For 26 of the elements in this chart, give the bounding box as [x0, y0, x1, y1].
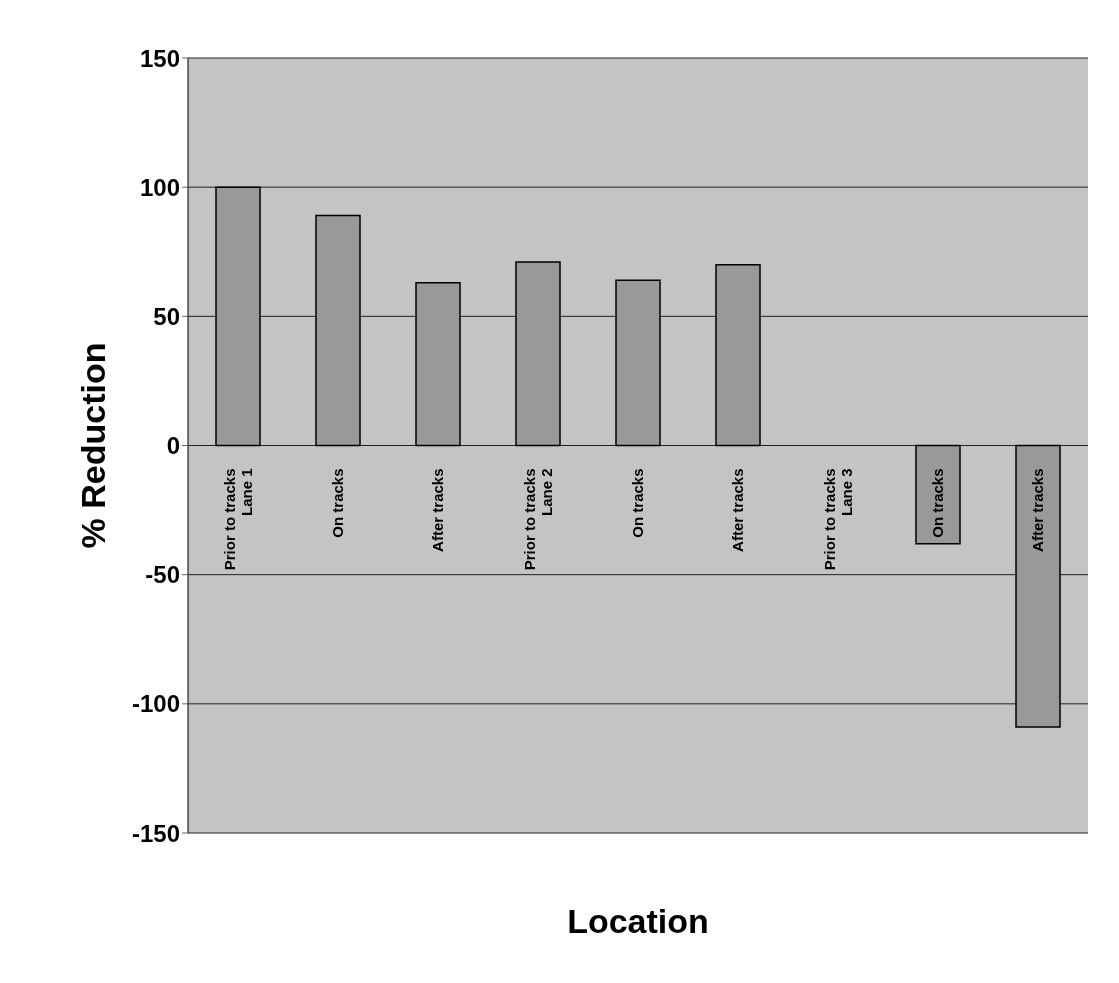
x-tick-label: On tracks — [929, 468, 946, 538]
bar — [715, 263, 761, 447]
bar — [915, 444, 961, 545]
x-tick-label: After tracks — [1029, 468, 1046, 552]
bar — [315, 214, 361, 447]
x-tick-label: After tracks — [429, 468, 446, 552]
x-tick-label: Prior to tracks Lane 1 — [220, 468, 255, 571]
y-tick-label: 50 — [153, 302, 180, 330]
y-tick-label: 0 — [166, 432, 180, 460]
x-tick-label: Prior to tracks Lane 2 — [520, 468, 555, 571]
y-tick-label: -100 — [131, 690, 180, 718]
y-tick-label: 100 — [139, 173, 180, 201]
x-axis-title: Location — [567, 902, 709, 940]
y-tick-label: -150 — [131, 819, 180, 847]
bar — [515, 261, 561, 447]
bar — [215, 186, 261, 447]
bar — [1015, 444, 1061, 728]
bar — [615, 279, 661, 447]
x-tick-label: After tracks — [729, 468, 746, 552]
x-tick-label: On tracks — [329, 468, 346, 538]
y-axis-title: % Reduction — [74, 342, 113, 549]
y-tick-label: 150 — [139, 44, 180, 72]
x-tick-label: On tracks — [629, 468, 646, 538]
bar — [415, 282, 461, 447]
x-tick-label: Prior to tracks Lane 3 — [820, 468, 855, 571]
y-tick-label: -50 — [145, 561, 180, 589]
